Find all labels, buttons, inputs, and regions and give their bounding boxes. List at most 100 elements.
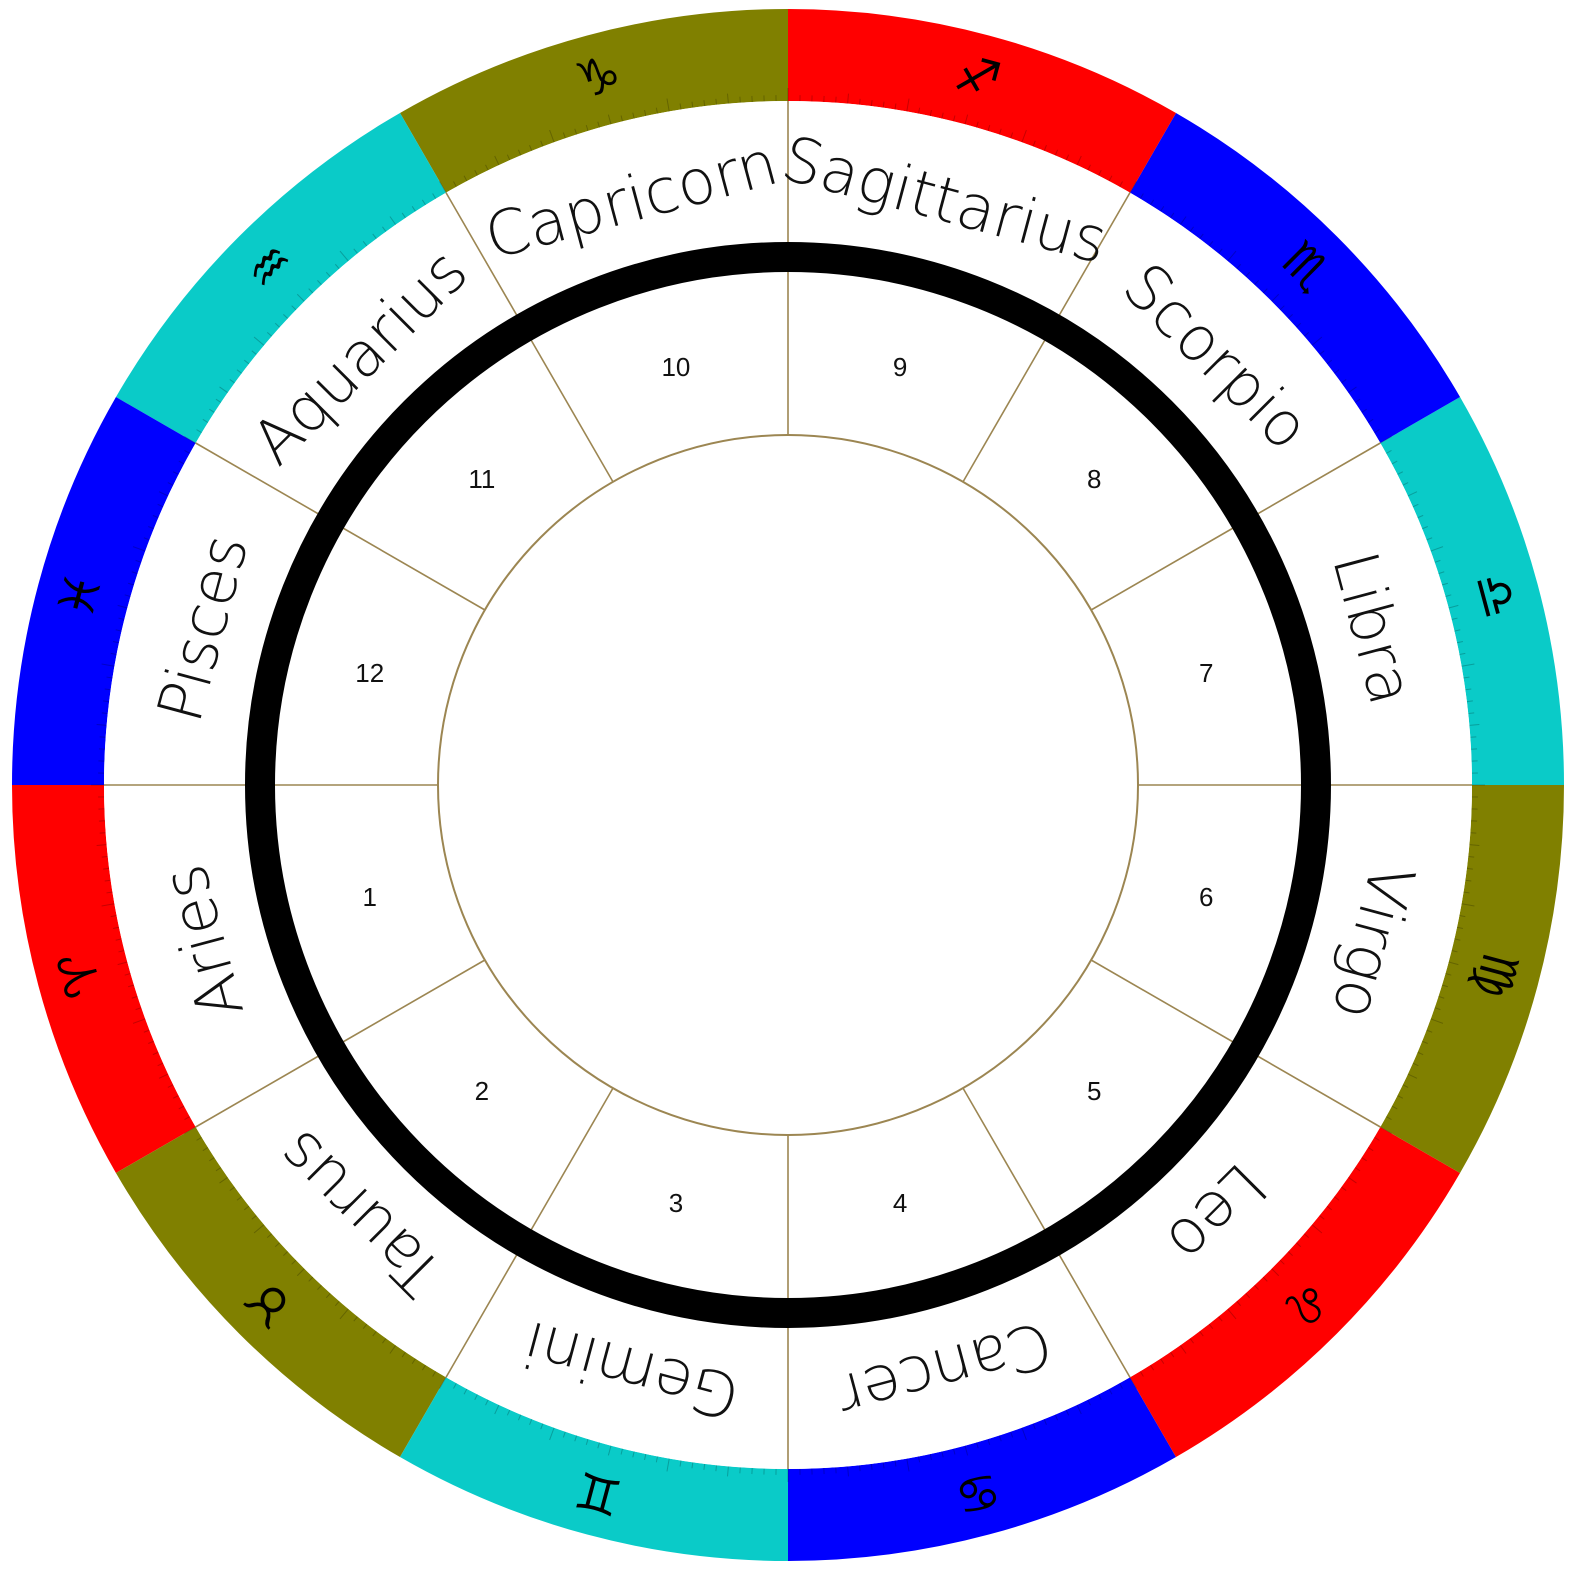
degree-tick (1262, 288, 1268, 294)
degree-tick (906, 98, 910, 112)
sign-segment-cancer (788, 1377, 1176, 1561)
degree-tick (540, 1423, 544, 1430)
degree-tick (620, 1448, 624, 1455)
house-number-1: 1 (363, 882, 377, 912)
degree-tick (172, 471, 179, 475)
degree-tick (253, 1224, 265, 1234)
degree-tick (1441, 984, 1448, 988)
degree-tick (859, 98, 861, 105)
degree-tick (529, 145, 533, 151)
degree-tick (132, 546, 146, 552)
degree-tick (132, 1018, 146, 1024)
degree-tick (1303, 331, 1310, 337)
degree-tick (325, 271, 331, 278)
sign-segment-scorpio (1130, 112, 1461, 443)
degree-tick (152, 1051, 159, 1056)
degree-tick (549, 1427, 555, 1441)
house-number-9: 9 (893, 352, 907, 382)
degree-tick (196, 429, 202, 434)
degree-tick (1407, 1073, 1418, 1079)
degree-tick (421, 1364, 426, 1371)
degree-tick (998, 128, 1002, 135)
degree-tick (1348, 1176, 1357, 1184)
degree-tick (1367, 418, 1374, 423)
degree-tick (1468, 712, 1475, 714)
degree-tick (1010, 1431, 1014, 1438)
degree-tick (334, 1300, 340, 1307)
degree-tick (274, 1242, 281, 1248)
sign-segment-gemini (400, 1377, 788, 1561)
degree-tick (243, 1205, 250, 1211)
degree-tick (506, 1409, 511, 1416)
degree-tick (882, 1462, 885, 1469)
degree-tick (1119, 181, 1123, 188)
degree-tick (1407, 491, 1418, 497)
degree-tick (1430, 546, 1444, 552)
degree-tick (432, 1371, 437, 1377)
sign-divider (1244, 442, 1381, 522)
degree-tick (1129, 1377, 1137, 1389)
degree-tick (1160, 1358, 1165, 1364)
degree-tick (1065, 154, 1070, 161)
degree-tick (1361, 1157, 1367, 1162)
degree-tick (167, 482, 174, 486)
degree-tick (607, 114, 612, 125)
degree-tick (1245, 1292, 1251, 1299)
degree-tick (439, 1377, 447, 1389)
degree-tick (655, 107, 658, 114)
degree-tick (976, 1442, 979, 1449)
degree-tick (918, 1456, 921, 1463)
degree-tick (1227, 250, 1237, 262)
degree-tick (1463, 891, 1470, 894)
degree-tick (1065, 1409, 1070, 1416)
house-number-3: 3 (669, 1188, 683, 1218)
degree-tick (494, 155, 500, 166)
degree-tick (1179, 216, 1187, 225)
degree-tick (1189, 1338, 1194, 1344)
degree-tick (291, 1259, 297, 1265)
degree-tick (1361, 408, 1367, 413)
degree-tick (1326, 1205, 1333, 1211)
sign-segment-taurus (115, 1127, 446, 1458)
degree-tick (115, 938, 122, 941)
degree-tick (1459, 915, 1466, 918)
degree-tick (453, 181, 457, 188)
degree-tick (353, 248, 358, 254)
degree-tick (1341, 1186, 1347, 1191)
degree-tick (703, 1463, 706, 1470)
degree-tick (1311, 1224, 1323, 1234)
degree-tick (104, 688, 111, 691)
degree-tick (1426, 1029, 1433, 1033)
degree-tick (1380, 436, 1392, 444)
degree-tick (585, 125, 589, 132)
degree-tick (362, 240, 368, 247)
degree-tick (253, 336, 265, 346)
degree-tick (1397, 471, 1404, 475)
degree-tick (1295, 322, 1302, 328)
degree-tick (529, 1419, 533, 1425)
degree-tick (103, 867, 110, 870)
degree-tick (1397, 1095, 1404, 1099)
degree-tick (124, 973, 131, 976)
degree-tick (112, 926, 120, 929)
degree-tick (283, 314, 289, 319)
degree-tick (1303, 1233, 1310, 1239)
sign-segment-aries (12, 785, 196, 1173)
degree-tick (411, 1358, 416, 1364)
degree-tick (1422, 526, 1428, 530)
degree-tick (597, 121, 600, 128)
degree-tick (219, 386, 228, 394)
degree-tick (158, 1073, 169, 1079)
degree-tick (131, 995, 138, 999)
degree-tick (1456, 641, 1464, 644)
degree-tick (453, 1382, 457, 1389)
degree-tick (158, 491, 169, 497)
degree-tick (1189, 226, 1194, 232)
house-number-10: 10 (661, 352, 690, 382)
degree-tick (184, 1116, 191, 1120)
degree-tick (1391, 460, 1398, 465)
degree-tick (1271, 293, 1280, 302)
degree-tick (1441, 582, 1448, 586)
degree-tick (202, 1147, 209, 1152)
